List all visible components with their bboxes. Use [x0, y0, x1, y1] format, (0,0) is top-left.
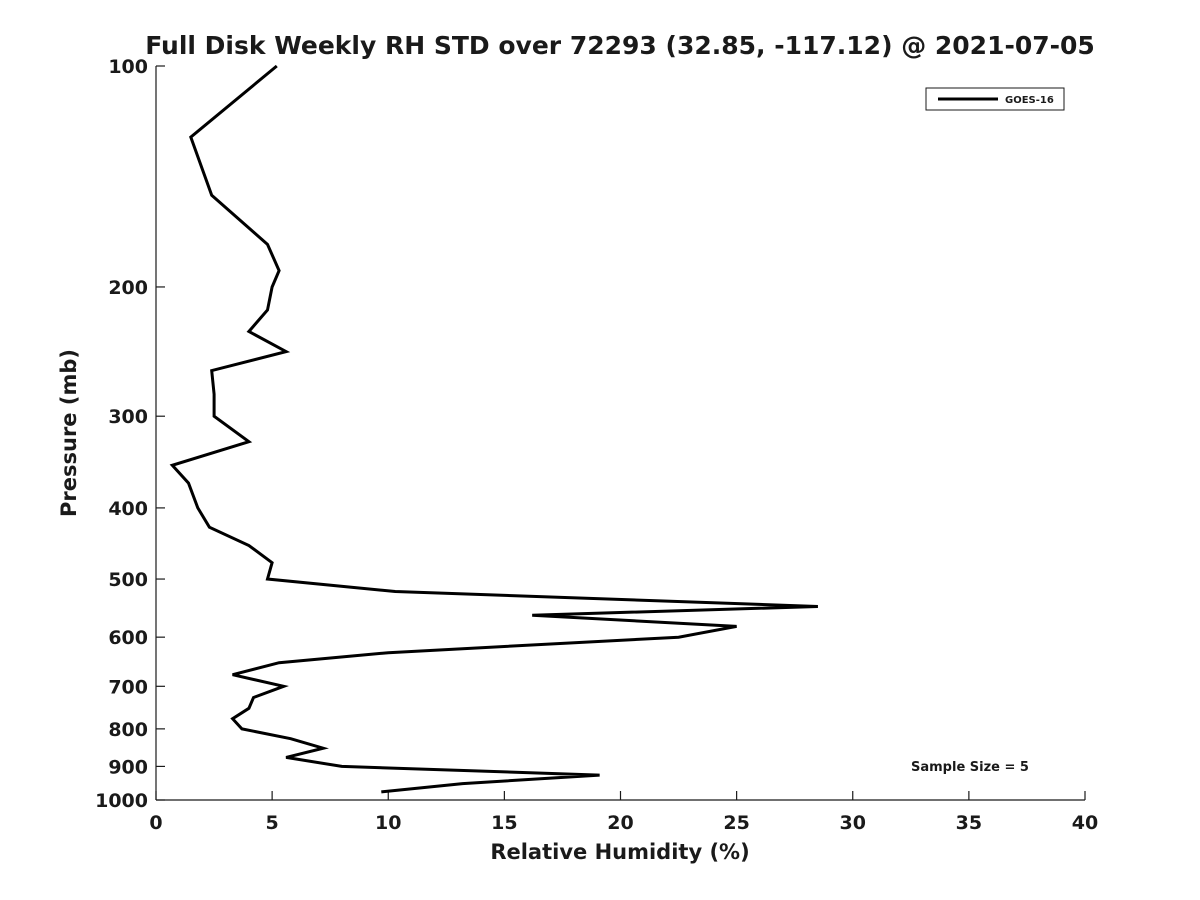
x-tick-label: 10 [375, 812, 401, 834]
series-line-goes-16 [169, 64, 818, 794]
y-tick-label: 900 [108, 756, 148, 778]
y-tick-label: 500 [108, 569, 148, 591]
x-tick-label: 40 [1072, 812, 1098, 834]
x-tick-label: 20 [607, 812, 633, 834]
y-tick-label: 400 [108, 498, 148, 520]
y-ticks: 100 200 300 400 500 600 700 800 900 1000 [95, 56, 165, 812]
sample-size-annotation: Sample Size = 5 [911, 760, 1029, 775]
x-tick-label: 0 [149, 812, 162, 834]
chart-title: Full Disk Weekly RH STD over 72293 (32.8… [145, 31, 1095, 60]
legend: GOES-16 [925, 87, 1065, 111]
series-group [169, 64, 818, 794]
y-tick-label: 100 [108, 56, 148, 78]
y-tick-label: 200 [108, 277, 148, 299]
y-tick-label: 300 [108, 406, 148, 428]
plot-axes [155, 66, 1085, 801]
legend-entry-goes-16: GOES-16 [1005, 95, 1054, 106]
x-axis-label: Relative Humidity (%) [490, 840, 749, 864]
y-tick-label: 1000 [95, 790, 148, 812]
y-axis-label: Pressure (mb) [57, 349, 81, 517]
y-tick-label: 800 [108, 719, 148, 741]
x-ticks: 0 5 10 15 20 25 30 35 40 [149, 791, 1098, 834]
x-tick-label: 25 [723, 812, 749, 834]
x-tick-label: 35 [956, 812, 982, 834]
x-tick-label: 30 [840, 812, 866, 834]
y-tick-label: 700 [108, 676, 148, 698]
x-tick-label: 15 [491, 812, 517, 834]
y-tick-label: 600 [108, 627, 148, 649]
x-tick-label: 5 [266, 812, 279, 834]
